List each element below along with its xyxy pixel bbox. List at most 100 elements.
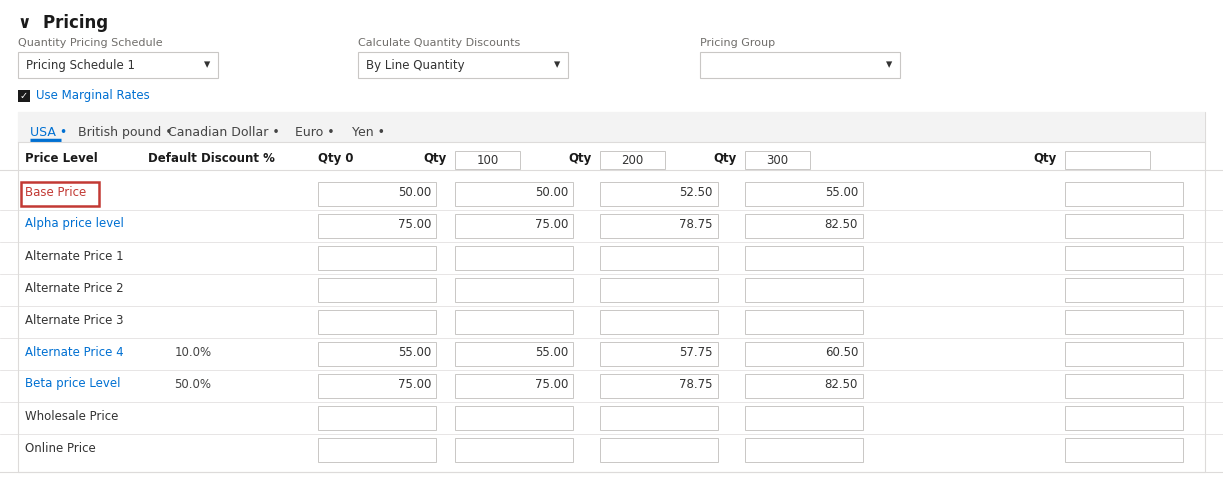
- Text: Use Marginal Rates: Use Marginal Rates: [35, 90, 149, 103]
- Text: 75.00: 75.00: [534, 377, 567, 390]
- Text: 78.75: 78.75: [680, 377, 713, 390]
- Bar: [600, 374, 718, 398]
- Bar: [318, 406, 437, 430]
- Bar: [1065, 438, 1183, 462]
- Bar: [1065, 374, 1183, 398]
- Bar: [18, 52, 218, 78]
- Text: 82.50: 82.50: [824, 217, 859, 230]
- Text: 10.0%: 10.0%: [175, 346, 212, 359]
- Bar: [318, 246, 437, 270]
- Bar: [745, 182, 863, 206]
- Text: ▾: ▾: [885, 58, 893, 71]
- Bar: [600, 246, 718, 270]
- Bar: [745, 374, 863, 398]
- Bar: [600, 310, 718, 334]
- Bar: [455, 374, 574, 398]
- Bar: [1065, 246, 1183, 270]
- Text: Canadian Dollar •: Canadian Dollar •: [168, 126, 280, 139]
- Bar: [1065, 151, 1150, 169]
- Bar: [1065, 406, 1183, 430]
- Bar: [745, 278, 863, 302]
- Text: 78.75: 78.75: [680, 217, 713, 230]
- Bar: [600, 342, 718, 366]
- Text: 100: 100: [477, 153, 499, 166]
- Text: 75.00: 75.00: [534, 217, 567, 230]
- Text: Yen •: Yen •: [352, 126, 385, 139]
- Bar: [455, 406, 574, 430]
- Bar: [600, 406, 718, 430]
- Bar: [600, 214, 718, 238]
- Bar: [600, 182, 718, 206]
- Text: By Line Quantity: By Line Quantity: [366, 58, 465, 71]
- Text: 55.00: 55.00: [397, 346, 430, 359]
- Text: 57.75: 57.75: [680, 346, 713, 359]
- Bar: [745, 151, 810, 169]
- Text: 200: 200: [621, 153, 643, 166]
- Bar: [318, 438, 437, 462]
- Bar: [745, 342, 863, 366]
- Bar: [1065, 214, 1183, 238]
- Text: USA •: USA •: [31, 126, 67, 139]
- Text: 75.00: 75.00: [397, 377, 430, 390]
- Text: 82.50: 82.50: [824, 377, 859, 390]
- Text: Quantity Pricing Schedule: Quantity Pricing Schedule: [18, 38, 163, 48]
- Text: Price Level: Price Level: [24, 152, 98, 165]
- Bar: [318, 214, 437, 238]
- Bar: [18, 112, 1205, 472]
- Text: Default Discount %: Default Discount %: [148, 152, 275, 165]
- Text: Alternate Price 3: Alternate Price 3: [24, 313, 124, 326]
- Text: 50.00: 50.00: [397, 186, 430, 199]
- Bar: [1065, 278, 1183, 302]
- Bar: [358, 52, 567, 78]
- Bar: [318, 278, 437, 302]
- Text: ✓: ✓: [20, 91, 28, 101]
- Text: Base Price: Base Price: [24, 186, 87, 199]
- Text: 55.00: 55.00: [824, 186, 859, 199]
- Bar: [600, 278, 718, 302]
- Bar: [600, 151, 665, 169]
- Text: 75.00: 75.00: [397, 217, 430, 230]
- Bar: [1065, 310, 1183, 334]
- Bar: [455, 214, 574, 238]
- Text: Euro •: Euro •: [295, 126, 335, 139]
- Bar: [18, 90, 31, 102]
- Bar: [21, 182, 99, 206]
- Text: 300: 300: [767, 153, 789, 166]
- Text: Pricing Schedule 1: Pricing Schedule 1: [26, 58, 135, 71]
- Text: Alternate Price 4: Alternate Price 4: [24, 346, 124, 359]
- Text: Qty: Qty: [567, 152, 591, 165]
- Bar: [455, 438, 574, 462]
- Text: Calculate Quantity Discounts: Calculate Quantity Discounts: [358, 38, 520, 48]
- Text: Alternate Price 1: Alternate Price 1: [24, 250, 124, 263]
- Text: Pricing Group: Pricing Group: [700, 38, 775, 48]
- Text: Qty: Qty: [1033, 152, 1057, 165]
- Bar: [455, 182, 574, 206]
- Text: 50.0%: 50.0%: [175, 377, 212, 390]
- Bar: [1065, 182, 1183, 206]
- Text: Online Price: Online Price: [24, 442, 95, 455]
- Bar: [600, 438, 718, 462]
- Text: Alpha price level: Alpha price level: [24, 217, 124, 230]
- Bar: [455, 278, 574, 302]
- Text: ∨  Pricing: ∨ Pricing: [18, 14, 108, 32]
- Bar: [455, 342, 574, 366]
- Text: Alternate Price 2: Alternate Price 2: [24, 281, 124, 295]
- Text: 52.50: 52.50: [680, 186, 713, 199]
- Text: 60.50: 60.50: [824, 346, 859, 359]
- Text: 50.00: 50.00: [534, 186, 567, 199]
- Bar: [700, 52, 900, 78]
- Text: ▾: ▾: [204, 58, 210, 71]
- Text: Qty: Qty: [423, 152, 446, 165]
- Bar: [318, 182, 437, 206]
- Bar: [745, 406, 863, 430]
- Bar: [455, 310, 574, 334]
- Text: 55.00: 55.00: [534, 346, 567, 359]
- Bar: [745, 246, 863, 270]
- Text: British pound •: British pound •: [78, 126, 172, 139]
- Bar: [1065, 342, 1183, 366]
- Bar: [745, 438, 863, 462]
- Text: Beta price Level: Beta price Level: [24, 377, 121, 390]
- Bar: [318, 374, 437, 398]
- Text: Qty: Qty: [713, 152, 736, 165]
- Bar: [318, 310, 437, 334]
